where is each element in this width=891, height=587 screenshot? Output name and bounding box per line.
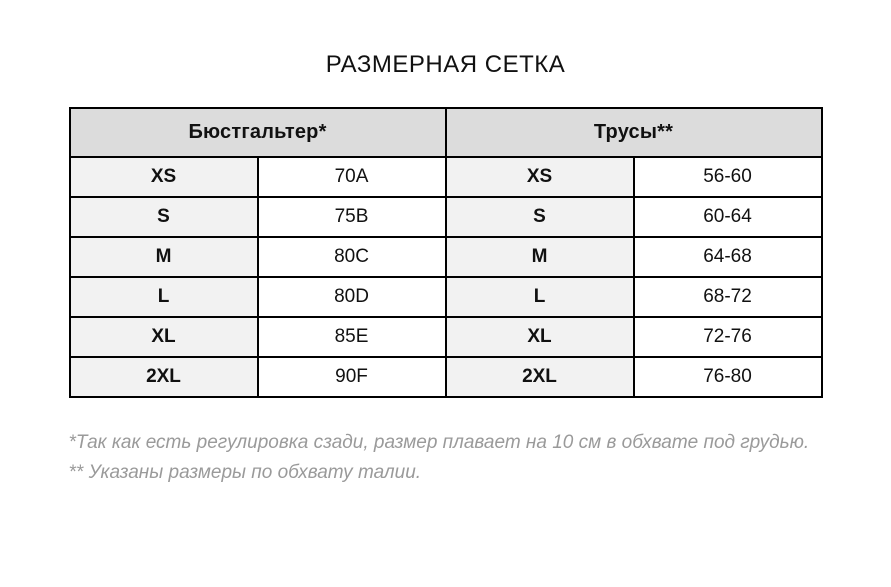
page-title: РАЗМЕРНАЯ СЕТКА	[325, 51, 566, 78]
panty-size-cell: XS	[444, 156, 635, 198]
panty-size-cell: M	[444, 236, 635, 278]
bra-value-cell: 75B	[256, 196, 447, 238]
bra-value-cell: 80C	[256, 236, 447, 278]
group-header-row: Бюстгальтер* Трусы**	[68, 107, 823, 158]
table-row: M 80C M 64-68	[68, 236, 823, 278]
panty-value-cell: 68-72	[632, 276, 823, 318]
size-chart-table: Бюстгальтер* Трусы** XS 70A XS 56-60 S 7…	[68, 107, 823, 398]
bra-size-cell: XL	[68, 316, 259, 358]
bra-value-cell: 80D	[256, 276, 447, 318]
footnotes: *Так как есть регулировка сзади, размер …	[69, 428, 823, 488]
bra-value-cell: 90F	[256, 356, 447, 398]
panty-size-cell: L	[444, 276, 635, 318]
bra-size-cell: XS	[68, 156, 259, 198]
panty-value-cell: 76-80	[632, 356, 823, 398]
panties-group-header: Трусы**	[444, 107, 823, 158]
size-chart-body: XS 70A XS 56-60 S 75B S 60-64 M 80C M 64…	[68, 156, 823, 398]
table-row: L 80D L 68-72	[68, 276, 823, 318]
panty-value-cell: 56-60	[632, 156, 823, 198]
bra-size-cell: 2XL	[68, 356, 259, 398]
panty-value-cell: 64-68	[632, 236, 823, 278]
panty-value-cell: 72-76	[632, 316, 823, 358]
size-chart-header: Бюстгальтер* Трусы**	[68, 107, 823, 158]
panty-size-cell: XL	[444, 316, 635, 358]
panty-size-cell: S	[444, 196, 635, 238]
table-row: XL 85E XL 72-76	[68, 316, 823, 358]
panty-value-cell: 60-64	[632, 196, 823, 238]
bra-size-cell: M	[68, 236, 259, 278]
table-row: XS 70A XS 56-60	[68, 156, 823, 198]
bra-group-header: Бюстгальтер*	[68, 107, 447, 158]
table-row: S 75B S 60-64	[68, 196, 823, 238]
footnote-bra: *Так как есть регулировка сзади, размер …	[68, 432, 810, 453]
footnote-panties: ** Указаны размеры по обхвату талии.	[68, 462, 422, 483]
bra-value-cell: 70A	[256, 156, 447, 198]
table-row: 2XL 90F 2XL 76-80	[68, 356, 823, 398]
panty-size-cell: 2XL	[444, 356, 635, 398]
bra-size-cell: S	[68, 196, 259, 238]
bra-size-cell: L	[68, 276, 259, 318]
bra-value-cell: 85E	[256, 316, 447, 358]
